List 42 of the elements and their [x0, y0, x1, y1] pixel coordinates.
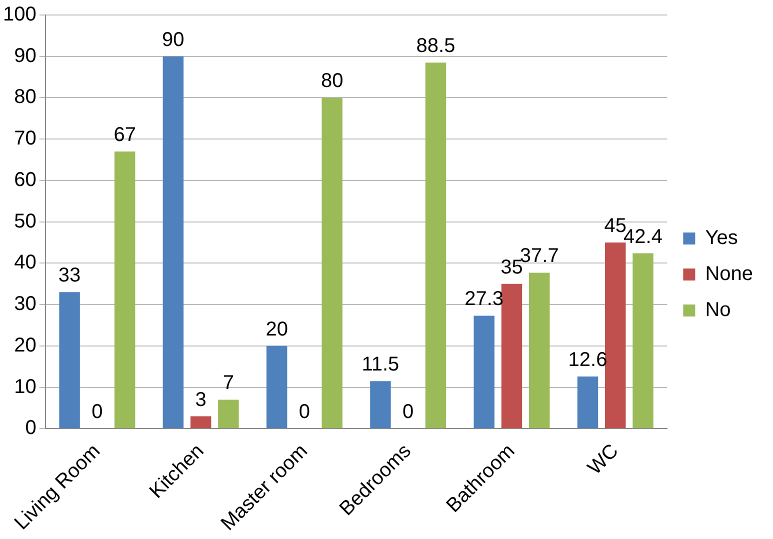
- y-tick-label: 40: [14, 252, 36, 274]
- x-tick-label: WC: [584, 440, 623, 480]
- bar: [577, 376, 598, 428]
- bar: [425, 62, 446, 428]
- data-label: 0: [402, 401, 414, 424]
- y-tick-label: 50: [14, 210, 36, 232]
- bar: [370, 381, 391, 428]
- bar: [114, 152, 136, 428]
- data-label: 0: [298, 401, 310, 424]
- bar: [605, 242, 626, 428]
- y-tick-label: 10: [14, 376, 36, 398]
- data-label: 7: [222, 372, 234, 394]
- data-label: 3: [195, 388, 206, 411]
- y-tick-label: 90: [14, 44, 36, 67]
- data-label: 33: [58, 264, 81, 287]
- data-label: 88.5: [416, 35, 456, 58]
- data-label: 90: [162, 28, 184, 51]
- bar: [632, 253, 654, 428]
- legend-label: No: [705, 299, 731, 322]
- bar: [218, 400, 239, 428]
- bar: [322, 98, 342, 428]
- data-label: 0: [92, 401, 103, 424]
- legend-label: None: [705, 263, 753, 286]
- bar: [501, 284, 522, 428]
- data-label: 67: [114, 124, 136, 146]
- data-label: 20: [266, 318, 288, 340]
- y-tick-label: 0: [25, 417, 36, 440]
- bar: [162, 56, 184, 428]
- bar: [529, 272, 550, 428]
- data-label: 11.5: [362, 354, 400, 376]
- y-tick-label: 70: [14, 128, 36, 150]
- bar: [266, 346, 288, 428]
- bar: [190, 416, 212, 428]
- bar: [474, 316, 494, 428]
- y-tick-label: 100: [2, 4, 36, 26]
- data-label: 80: [320, 70, 344, 92]
- y-tick-label: 60: [14, 168, 36, 191]
- legend-label: Yes: [705, 227, 738, 250]
- y-tick-label: 80: [14, 86, 36, 108]
- y-tick-label: 30: [14, 293, 36, 316]
- bar: [59, 292, 80, 428]
- y-tick-label: 20: [14, 334, 36, 356]
